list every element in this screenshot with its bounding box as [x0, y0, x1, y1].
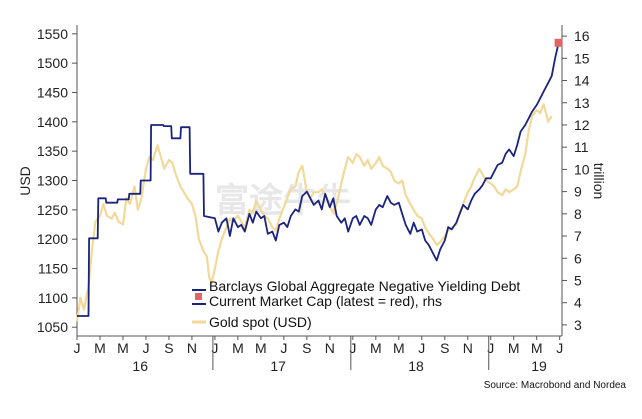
x-tick-label: J	[349, 340, 356, 356]
x-tick-label: M	[393, 340, 405, 356]
x-tick-label: J	[74, 340, 81, 356]
y-right-tick-label: 12	[574, 117, 590, 133]
x-tick-label: M	[117, 340, 129, 356]
x-tick-label: J	[556, 340, 563, 356]
y-left-tick-label: 1300	[37, 173, 68, 189]
x-tick-label: S	[302, 340, 311, 356]
y-left-tick-label: 1200	[37, 231, 68, 247]
y-right-tick-label: 15	[574, 50, 590, 66]
x-tick-label: N	[463, 340, 473, 356]
y-axis-left: 1050 1100 1150 1200 1250 1300 1350 1400 1450 1500…	[37, 26, 77, 335]
x-tick-label: J	[418, 340, 425, 356]
watermark: 富途牛牛	[215, 181, 351, 220]
y-left-tick-label: 1150	[38, 261, 68, 277]
x-tick-label: S	[164, 340, 173, 356]
x-year-label: 16	[132, 358, 148, 374]
x-tick-label: J	[211, 340, 218, 356]
y-left-tick-label: 1100	[38, 290, 68, 306]
x-tick-label: M	[255, 340, 267, 356]
legend-debt-label-2: Current Market Cap (latest = red), rhs	[209, 293, 442, 309]
y-axis-label-left: USD	[17, 166, 33, 196]
x-tick-label: J	[142, 340, 149, 356]
x-tick-label: M	[370, 340, 382, 356]
x-tick-label: J	[280, 340, 287, 356]
y-left-tick-label: 1350	[37, 143, 68, 159]
y-right-tick-label: 6	[574, 250, 582, 266]
x-year-label: 17	[270, 358, 286, 374]
x-axis: J M M J S N J M M J S N J M M J S N J M M J16 17 18 19	[74, 336, 563, 374]
x-year-label: 18	[408, 358, 424, 374]
y-left-tick-label: 1050	[37, 319, 68, 335]
y-right-tick-label: 13	[574, 95, 590, 111]
y-right-tick-label: 3	[574, 317, 582, 333]
x-year-label: 19	[531, 358, 547, 374]
y-right-tick-label: 7	[574, 228, 582, 244]
y-right-tick-label: 8	[574, 206, 582, 222]
y-left-tick-label: 1450	[37, 84, 68, 100]
x-tick-label: M	[531, 340, 543, 356]
latest-value-marker	[554, 38, 563, 47]
x-tick-label: S	[440, 340, 449, 356]
y-right-tick-label: 11	[574, 139, 589, 155]
y-right-tick-label: 5	[574, 272, 582, 288]
x-tick-label: M	[232, 340, 244, 356]
negative-yielding-debt-line	[77, 42, 560, 317]
legend-latest-swatch	[195, 293, 202, 300]
y-right-tick-label: 4	[574, 295, 582, 311]
x-tick-label: M	[94, 340, 106, 356]
source-note: Source: Macrobond and Nordea	[484, 380, 627, 391]
y-left-tick-label: 1550	[37, 26, 68, 42]
legend-gold-label: Gold spot (USD)	[209, 314, 312, 330]
y-right-tick-label: 9	[574, 184, 582, 200]
y-right-tick-label: 10	[574, 161, 590, 177]
y-left-tick-label: 1400	[37, 114, 68, 130]
y-axis-label-right: trillion	[591, 163, 607, 200]
gold-spot-line	[75, 103, 553, 322]
legend: Barclays Global Aggregate Negative Yield…	[192, 278, 520, 330]
y-axis-right: 3 4 5 6 7 8 9 10 11 12 13 14 15 16	[562, 28, 590, 333]
x-tick-label: N	[187, 340, 197, 356]
y-right-tick-label: 14	[574, 73, 590, 89]
y-right-tick-label: 16	[574, 28, 590, 44]
x-tick-label: M	[508, 340, 520, 356]
x-tick-label: N	[325, 340, 335, 356]
legend-debt-label: Barclays Global Aggregate Negative Yield…	[209, 278, 520, 294]
y-left-tick-label: 1250	[37, 202, 68, 218]
y-left-tick-label: 1500	[37, 55, 68, 71]
x-tick-label: J	[487, 340, 494, 356]
